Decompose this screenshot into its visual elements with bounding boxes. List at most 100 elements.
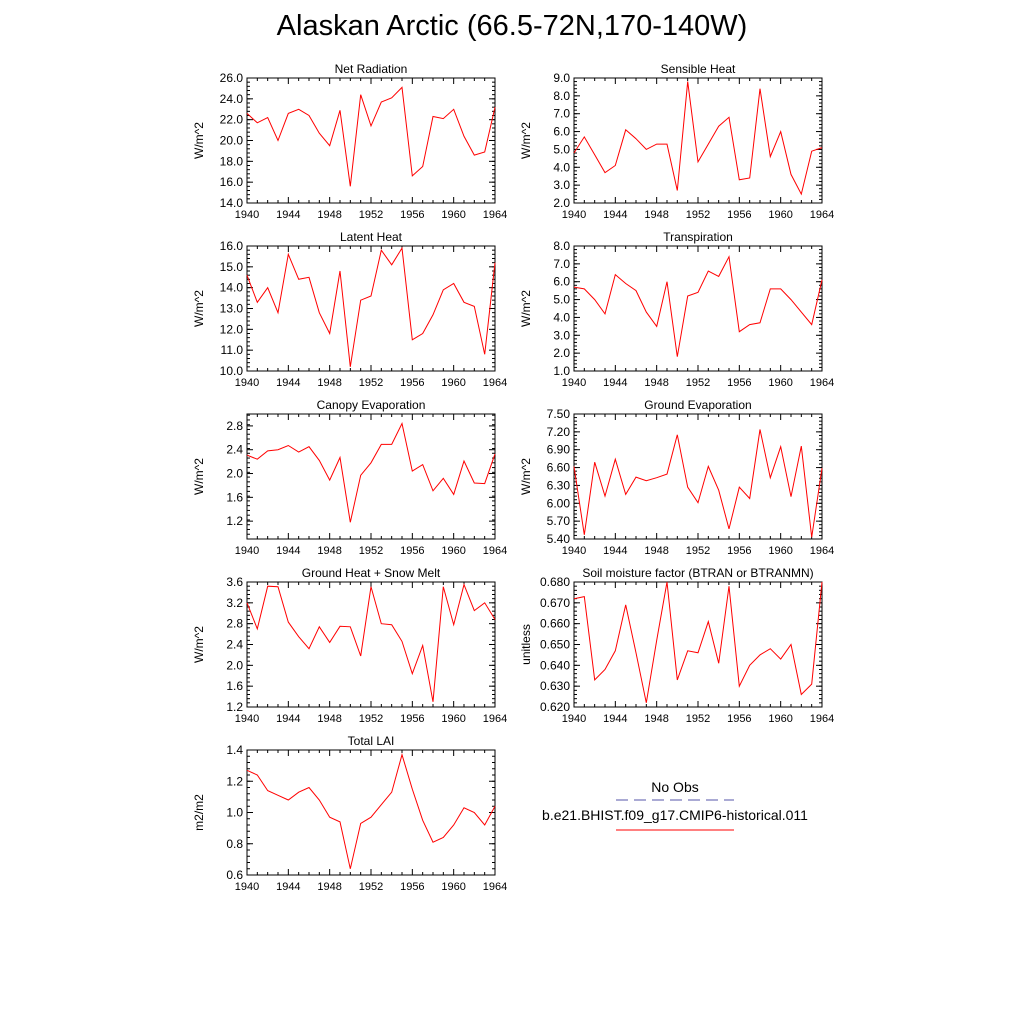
x-tick-label: 1948 (644, 209, 668, 221)
y-tick-label: 20.0 (220, 134, 244, 148)
x-tick-label: 1960 (768, 713, 792, 725)
x-tick-label: 1940 (235, 881, 259, 893)
x-tick-label: 1944 (603, 713, 627, 725)
panel-title: Net Radiation (335, 62, 408, 76)
y-tick-label: 6.0 (553, 275, 570, 289)
y-tick-label: 11.0 (221, 343, 244, 357)
y-tick-label: 1.0 (553, 364, 570, 378)
y-tick-label: 5.70 (547, 514, 571, 528)
y-tick-label: 18.0 (220, 154, 244, 168)
panel-title: Canopy Evaporation (317, 398, 426, 412)
x-tick-label: 1956 (727, 545, 751, 557)
y-tick-label: 6.60 (547, 461, 571, 475)
y-tick-label: 1.2 (226, 514, 243, 528)
panel-title: Soil moisture factor (BTRAN or BTRANMN) (582, 566, 813, 580)
x-tick-label: 1948 (644, 545, 668, 557)
y-tick-label: 13.0 (220, 302, 244, 316)
y-tick-label: 14.0 (220, 281, 244, 295)
y-tick-label: 0.670 (540, 596, 570, 610)
y-tick-label: 0.660 (540, 617, 570, 631)
x-tick-label: 1964 (810, 545, 834, 557)
y-axis-label: W/m^2 (192, 458, 206, 495)
panel-title: Ground Heat + Snow Melt (302, 566, 441, 580)
page-title: Alaskan Arctic (66.5-72N,170-140W) (276, 10, 748, 42)
y-tick-label: 0.680 (540, 575, 570, 589)
y-tick-label: 1.0 (226, 806, 243, 820)
series-line (573, 581, 823, 703)
x-tick-label: 1940 (562, 377, 586, 389)
x-tick-label: 1960 (768, 377, 792, 389)
x-tick-label: 1952 (686, 713, 710, 725)
x-tick-label: 1964 (810, 209, 834, 221)
x-tick-label: 1964 (483, 881, 507, 893)
chart-panel: Soil moisture factor (BTRAN or BTRANMN) u… (519, 566, 834, 725)
y-tick-label: 16.0 (220, 175, 244, 189)
chart-panel: Ground Evaporation W/m^2 1940 1944 1948 1952 1… (519, 398, 834, 557)
plot-frame (573, 245, 823, 372)
plot-frame (246, 413, 496, 540)
chart-panel: Sensible Heat W/m^2 1940 1944 1948 1952 1956 19… (519, 62, 834, 221)
x-tick-label: 1940 (235, 545, 259, 557)
y-axis-label: unitless (519, 624, 533, 665)
plot-frame (573, 77, 823, 204)
y-tick-label: 26.0 (220, 71, 244, 85)
y-axis-label: W/m^2 (192, 290, 206, 327)
x-tick-label: 1952 (359, 377, 383, 389)
y-tick-label: 5.0 (553, 142, 570, 156)
y-tick-label: 7.20 (547, 425, 571, 439)
y-axis-label: W/m^2 (519, 122, 533, 159)
y-tick-label: 10.0 (220, 364, 244, 378)
x-tick-label: 1944 (276, 377, 300, 389)
y-tick-label: 3.0 (553, 328, 570, 342)
x-tick-label: 1952 (359, 209, 383, 221)
chart-panel: Canopy Evaporation W/m^2 1940 1944 1948 1952 1… (192, 398, 507, 557)
x-tick-label: 1960 (441, 881, 465, 893)
panel-title: Transpiration (663, 230, 733, 244)
y-tick-label: 6.90 (547, 443, 571, 457)
chart-panels: Net Radiation W/m^2 1940 1944 1948 1952 1956 19… (192, 62, 834, 893)
series-line (246, 421, 496, 523)
x-tick-label: 1940 (562, 713, 586, 725)
plot-frame (246, 749, 496, 876)
y-tick-label: 0.630 (540, 679, 570, 693)
plot-frame (573, 413, 823, 540)
y-axis-label: W/m^2 (192, 122, 206, 159)
y-tick-label: 14.0 (220, 196, 244, 210)
y-tick-label: 0.620 (540, 700, 570, 714)
series-line (246, 582, 496, 702)
y-tick-label: 2.0 (553, 346, 570, 360)
series-line (573, 81, 823, 196)
y-tick-label: 0.650 (540, 638, 570, 652)
chart-panel: Total LAI m2/m2 1940 1944 1948 1952 1956 1960 19… (192, 734, 507, 893)
y-tick-label: 2.4 (226, 638, 243, 652)
y-tick-label: 0.6 (226, 868, 243, 882)
y-tick-label: 16.0 (220, 239, 244, 253)
y-tick-label: 1.2 (226, 774, 243, 788)
x-tick-label: 1940 (235, 377, 259, 389)
x-tick-label: 1944 (276, 713, 300, 725)
x-tick-label: 1964 (810, 377, 834, 389)
x-tick-label: 1948 (644, 377, 668, 389)
panel-title: Sensible Heat (661, 62, 736, 76)
panel-title: Ground Evaporation (644, 398, 751, 412)
x-tick-label: 1956 (400, 881, 424, 893)
y-axis-label: W/m^2 (192, 626, 206, 663)
y-tick-label: 1.6 (226, 490, 243, 504)
plot-frame (573, 581, 823, 708)
x-tick-label: 1944 (276, 209, 300, 221)
plot-frame (246, 77, 496, 204)
x-tick-label: 1944 (603, 545, 627, 557)
legend-model-label: b.e21.BHIST.f09_g17.CMIP6-historical.011 (542, 807, 808, 823)
x-tick-label: 1944 (276, 881, 300, 893)
x-tick-label: 1940 (235, 713, 259, 725)
y-tick-label: 8.0 (553, 89, 570, 103)
y-tick-label: 2.8 (226, 419, 243, 433)
chart-panel: Net Radiation W/m^2 1940 1944 1948 1952 1956 19… (192, 62, 507, 221)
plot-frame (246, 581, 496, 708)
y-tick-label: 7.0 (553, 257, 570, 271)
y-tick-label: 12.0 (220, 322, 244, 336)
y-axis-label: W/m^2 (519, 290, 533, 327)
y-tick-label: 3.6 (226, 575, 243, 589)
x-tick-label: 1956 (400, 713, 424, 725)
x-tick-label: 1960 (441, 545, 465, 557)
